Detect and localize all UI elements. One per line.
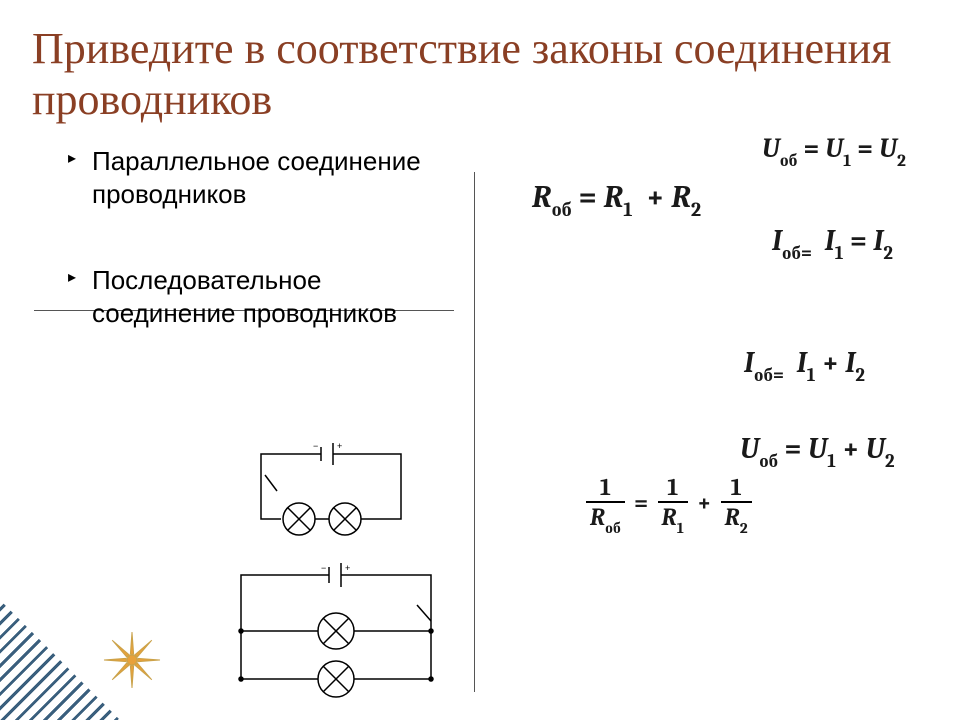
formula-u-sum: Uоб = U1 + U2 — [740, 433, 895, 471]
svg-text:−: − — [313, 441, 318, 451]
svg-text:+: + — [345, 563, 350, 573]
star-icon — [100, 628, 164, 692]
circuit-series-svg: − + — [241, 439, 421, 549]
bullet-series-text: Последовательное соединение проводников — [92, 265, 397, 328]
formula-u-equal: Uоб = U1 = U2 — [762, 133, 906, 168]
formulas-area: Uоб = U1 = U2 Rоб = R1 + R2 Iоб= I1 = I2… — [462, 125, 960, 685]
svg-text:+: + — [337, 441, 342, 451]
circuit-parallel-svg: − + — [221, 561, 451, 701]
bullet-parallel-text: Параллельное соединение проводников — [92, 146, 421, 209]
formula-r-sum: Rоб = R1 + R2 — [532, 179, 701, 220]
formula-i-equal: Iоб= I1 = I2 — [772, 225, 893, 263]
formula-i-sum: Iоб= I1 + I2 — [744, 347, 865, 385]
circuit-series: − + — [240, 438, 420, 548]
bullet-parallel: Параллельное соединение проводников — [68, 145, 448, 210]
content-area: Параллельное соединение проводников Посл… — [32, 125, 928, 685]
formula-r-reciprocal: 1Rоб = 1R1 + 1R2 — [582, 475, 756, 534]
slide: Приведите в соответствие законы соединен… — [0, 0, 960, 720]
svg-text:−: − — [321, 563, 326, 573]
bullet-series: Последовательное соединение проводников — [68, 264, 448, 329]
slide-title: Приведите в соответствие законы соединен… — [32, 24, 928, 125]
circuit-parallel: − + — [220, 560, 450, 700]
bullet-list: Параллельное соединение проводников Посл… — [68, 145, 448, 383]
